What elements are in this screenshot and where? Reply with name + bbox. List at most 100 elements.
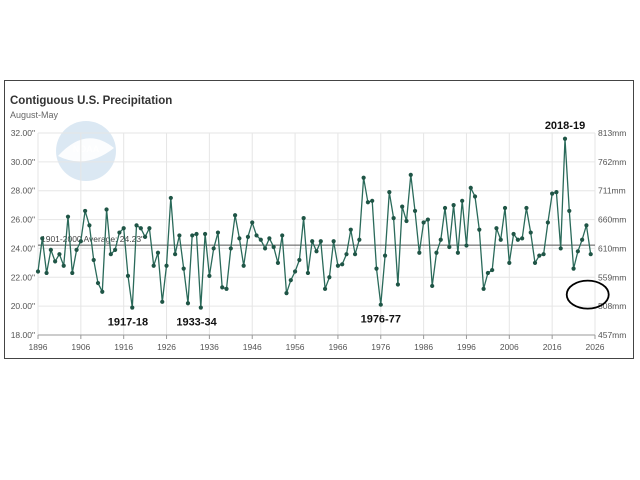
data-point bbox=[211, 246, 216, 251]
data-point bbox=[417, 250, 422, 255]
x-tick-label: 1916 bbox=[114, 342, 133, 352]
data-point bbox=[310, 239, 315, 244]
mm-tick-label: 508mm bbox=[598, 301, 626, 311]
data-point bbox=[271, 244, 276, 250]
data-point bbox=[40, 236, 45, 241]
annotations: 1917-18 1933-34 1976-77 2018-19 bbox=[108, 120, 585, 329]
data-point bbox=[374, 266, 379, 271]
data-point bbox=[113, 247, 118, 252]
data-point bbox=[494, 226, 499, 231]
data-point bbox=[83, 208, 88, 214]
data-point bbox=[464, 243, 469, 248]
x-tick-label: 1986 bbox=[414, 342, 433, 352]
data-point bbox=[181, 266, 186, 271]
data-point bbox=[580, 237, 585, 242]
data-point bbox=[472, 194, 478, 199]
data-point bbox=[352, 252, 358, 257]
annotation-label: 1933-34 bbox=[176, 317, 217, 329]
data-point bbox=[147, 226, 152, 231]
data-point bbox=[130, 305, 135, 310]
highlight-circle bbox=[565, 279, 610, 310]
data-point bbox=[121, 226, 126, 231]
data-point bbox=[348, 227, 353, 232]
data-point bbox=[575, 249, 580, 254]
data-point bbox=[404, 218, 409, 224]
data-point bbox=[258, 237, 263, 242]
mm-tick-label: 762mm bbox=[598, 157, 626, 167]
data-point bbox=[425, 217, 430, 222]
data-point bbox=[340, 262, 345, 267]
data-point bbox=[95, 280, 101, 286]
data-point bbox=[267, 236, 272, 241]
x-tick-label: 1906 bbox=[71, 342, 90, 352]
data-point bbox=[554, 190, 559, 195]
x-axis: 1896 1906 1916 1926 1936 1946 1956 1966 1976 1986… bbox=[29, 335, 605, 352]
data-point bbox=[280, 233, 285, 238]
data-point bbox=[292, 269, 298, 274]
noaa-logo: NOAA bbox=[56, 121, 116, 181]
data-point bbox=[528, 230, 533, 235]
data-point bbox=[143, 234, 148, 239]
mm-tick-label: 711mm bbox=[598, 186, 626, 196]
data-point bbox=[438, 237, 443, 242]
data-point bbox=[104, 207, 109, 212]
data-point bbox=[447, 244, 452, 250]
data-points bbox=[35, 136, 593, 310]
data-point bbox=[327, 275, 332, 280]
data-point bbox=[365, 200, 371, 205]
data-point bbox=[331, 239, 336, 244]
data-point bbox=[318, 239, 323, 244]
data-point bbox=[485, 270, 490, 276]
data-point bbox=[322, 286, 328, 291]
x-tick-label: 1946 bbox=[243, 342, 262, 352]
data-point bbox=[344, 252, 349, 257]
data-point bbox=[524, 205, 529, 211]
data-point bbox=[53, 259, 58, 264]
data-point bbox=[515, 237, 520, 242]
data-point bbox=[481, 286, 486, 291]
data-point bbox=[207, 273, 212, 278]
annotation-label: 1917-18 bbox=[108, 317, 148, 329]
data-point bbox=[468, 185, 473, 190]
data-point bbox=[65, 214, 71, 219]
data-point bbox=[262, 246, 268, 251]
data-point bbox=[571, 266, 576, 271]
data-point bbox=[395, 282, 401, 287]
y-tick-label: 28.00" bbox=[11, 186, 35, 196]
data-point bbox=[584, 223, 589, 228]
mm-tick-label: 559mm bbox=[598, 272, 626, 282]
data-point bbox=[361, 175, 366, 180]
data-point bbox=[430, 283, 435, 289]
y-tick-label: 32.00" bbox=[11, 128, 35, 138]
y-tick-label: 18.00" bbox=[11, 330, 35, 340]
data-point bbox=[490, 267, 495, 273]
data-point bbox=[185, 301, 191, 306]
x-tick-label: 2026 bbox=[586, 342, 605, 352]
data-point bbox=[382, 253, 388, 258]
x-tick-label: 1966 bbox=[328, 342, 347, 352]
data-point bbox=[507, 260, 512, 265]
data-point bbox=[44, 270, 49, 276]
data-point bbox=[215, 230, 221, 235]
data-point bbox=[588, 252, 593, 257]
svg-text:NOAA: NOAA bbox=[73, 144, 100, 154]
data-point bbox=[378, 302, 383, 307]
data-point bbox=[61, 263, 66, 268]
data-point bbox=[164, 263, 169, 268]
data-point bbox=[451, 203, 456, 208]
x-tick-label: 1896 bbox=[29, 342, 48, 352]
data-point bbox=[335, 263, 341, 268]
data-point bbox=[151, 263, 156, 268]
data-point bbox=[387, 190, 392, 195]
data-point bbox=[57, 252, 62, 257]
data-point bbox=[35, 269, 41, 274]
data-point bbox=[100, 289, 105, 294]
y-tick-label: 26.00" bbox=[11, 215, 35, 225]
y-tick-label: 22.00" bbox=[11, 272, 35, 282]
data-point bbox=[250, 220, 255, 225]
y-tick-label: 30.00" bbox=[11, 157, 35, 167]
x-tick-label: 1936 bbox=[200, 342, 219, 352]
data-point bbox=[288, 278, 293, 283]
data-point bbox=[537, 253, 542, 258]
data-point bbox=[314, 249, 319, 254]
